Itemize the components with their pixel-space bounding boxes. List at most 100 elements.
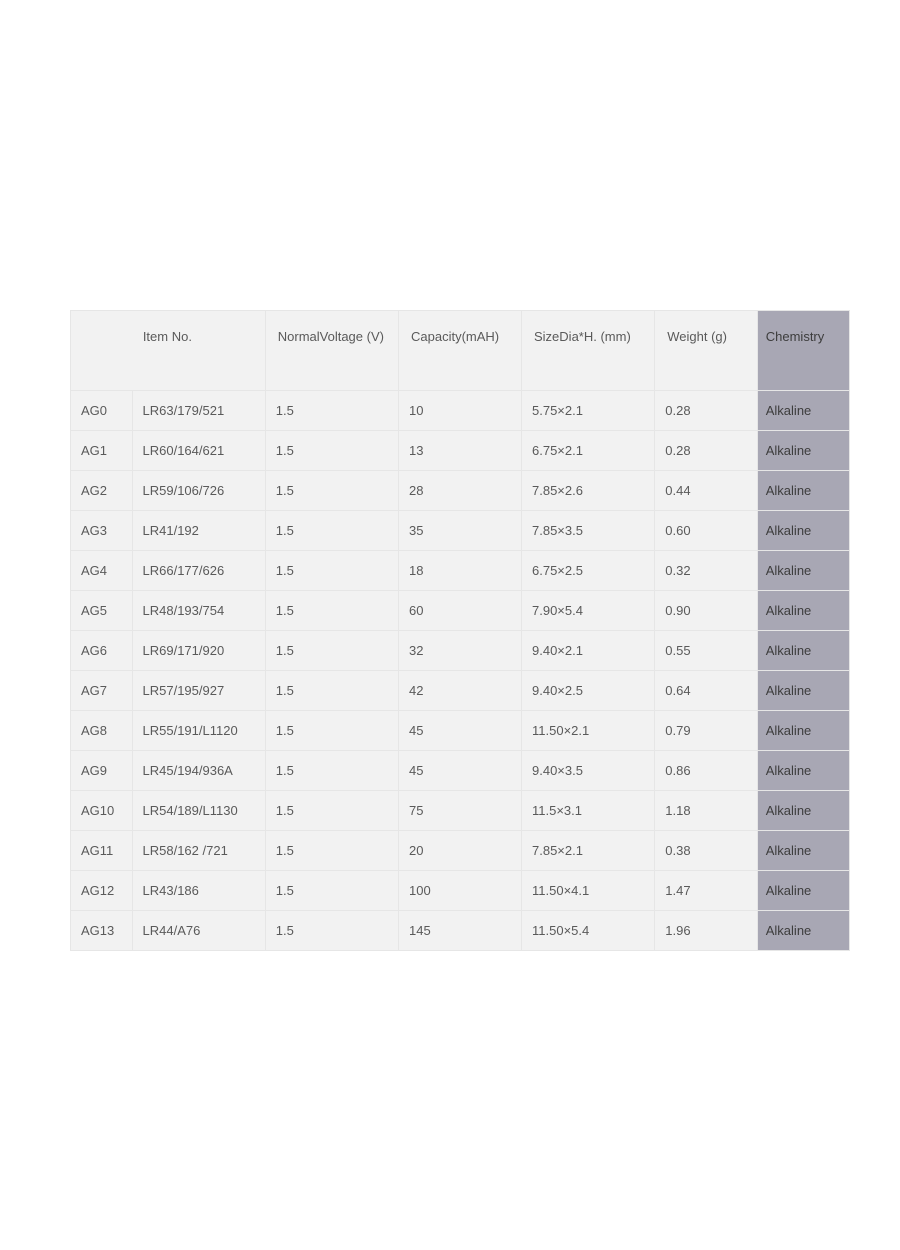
cell-capacity: 145 [399,911,522,951]
cell-value: Alkaline [766,643,812,658]
cell-capacity: 45 [399,751,522,791]
cell-value: 28 [409,483,423,498]
cell-value: Alkaline [766,443,812,458]
cell-size: 7.85×2.6 [522,471,655,511]
cell-value: LR60/164/621 [143,443,225,458]
cell-value: 0.60 [665,523,690,538]
cell-value: 1.5 [276,803,294,818]
cell-value: 0.90 [665,603,690,618]
table-row: AG3LR41/1921.5357.85×3.50.60Alkaline [71,511,850,551]
table-header-row: Item No.NormalVoltage (V)Capacity(mAH)Si… [71,311,850,391]
cell-weight: 0.28 [655,431,758,471]
cell-code: AG2 [71,471,133,511]
cell-value: 1.5 [276,483,294,498]
cell-size: 6.75×2.5 [522,551,655,591]
cell-value: 7.90×5.4 [532,603,583,618]
col-header-weight: Weight (g) [655,311,758,391]
cell-capacity: 35 [399,511,522,551]
cell-value: 5.75×2.1 [532,403,583,418]
table-row: AG13LR44/A761.514511.50×5.41.96Alkaline [71,911,850,951]
col-header-itemno: Item No. [71,311,266,391]
col-header-capacity: Capacity(mAH) [399,311,522,391]
col-header-chem: Chemistry [757,311,849,391]
cell-value: 1.5 [276,763,294,778]
cell-code: AG7 [71,671,133,711]
cell-capacity: 18 [399,551,522,591]
cell-weight: 0.64 [655,671,758,711]
cell-value: LR58/162 /721 [143,843,228,858]
cell-weight: 0.90 [655,591,758,631]
cell-value: 1.5 [276,643,294,658]
cell-size: 7.90×5.4 [522,591,655,631]
cell-value: Alkaline [766,603,812,618]
cell-value: 9.40×2.5 [532,683,583,698]
cell-code: AG6 [71,631,133,671]
cell-value: LR55/191/L1120 [143,723,238,738]
cell-capacity: 10 [399,391,522,431]
cell-capacity: 28 [399,471,522,511]
cell-voltage: 1.5 [265,791,398,831]
cell-voltage: 1.5 [265,671,398,711]
cell-code: AG3 [71,511,133,551]
cell-value: Alkaline [766,483,812,498]
battery-spec-table-container: Item No.NormalVoltage (V)Capacity(mAH)Si… [70,310,850,951]
cell-code: AG1 [71,431,133,471]
col-header-label: Weight (g) [667,329,727,344]
cell-value: 9.40×2.1 [532,643,583,658]
cell-voltage: 1.5 [265,751,398,791]
cell-capacity: 42 [399,671,522,711]
cell-alt: LR63/179/521 [132,391,265,431]
cell-value: AG1 [81,443,107,458]
cell-value: 1.5 [276,883,294,898]
cell-value: 1.18 [665,803,690,818]
table-row: AG0LR63/179/5211.5105.75×2.10.28Alkaline [71,391,850,431]
cell-value: LR44/A76 [143,923,201,938]
cell-weight: 0.38 [655,831,758,871]
cell-value: 1.5 [276,523,294,538]
cell-value: 11.50×4.1 [532,883,589,898]
cell-value: 60 [409,603,423,618]
cell-value: 0.64 [665,683,690,698]
cell-value: AG8 [81,723,107,738]
cell-value: 7.85×2.1 [532,843,583,858]
cell-alt: LR58/162 /721 [132,831,265,871]
cell-value: 0.79 [665,723,690,738]
cell-value: 1.5 [276,683,294,698]
table-row: AG4LR66/177/6261.5186.75×2.50.32Alkaline [71,551,850,591]
cell-value: 32 [409,643,423,658]
cell-value: 11.50×5.4 [532,923,589,938]
cell-capacity: 45 [399,711,522,751]
cell-value: 1.5 [276,723,294,738]
cell-weight: 0.86 [655,751,758,791]
table-row: AG11LR58/162 /7211.5207.85×2.10.38Alkali… [71,831,850,871]
cell-chem: Alkaline [757,791,849,831]
cell-code: AG9 [71,751,133,791]
cell-capacity: 13 [399,431,522,471]
col-header-label: Chemistry [766,329,825,344]
table-row: AG2LR59/106/7261.5287.85×2.60.44Alkaline [71,471,850,511]
table-row: AG5LR48/193/7541.5607.90×5.40.90Alkaline [71,591,850,631]
cell-capacity: 60 [399,591,522,631]
cell-weight: 0.79 [655,711,758,751]
cell-chem: Alkaline [757,431,849,471]
cell-alt: LR55/191/L1120 [132,711,265,751]
cell-size: 9.40×3.5 [522,751,655,791]
cell-capacity: 32 [399,631,522,671]
cell-capacity: 20 [399,831,522,871]
cell-voltage: 1.5 [265,551,398,591]
cell-weight: 0.28 [655,391,758,431]
col-header-label: SizeDia*H. (mm) [534,329,631,344]
cell-value: 11.50×2.1 [532,723,589,738]
cell-value: 0.28 [665,403,690,418]
cell-value: AG7 [81,683,107,698]
table-row: AG7LR57/195/9271.5429.40×2.50.64Alkaline [71,671,850,711]
cell-weight: 1.96 [655,911,758,951]
cell-value: AG3 [81,523,107,538]
cell-value: AG11 [81,843,113,858]
cell-alt: LR66/177/626 [132,551,265,591]
cell-weight: 0.32 [655,551,758,591]
cell-value: AG13 [81,923,114,938]
cell-value: Alkaline [766,763,812,778]
cell-value: AG4 [81,563,107,578]
cell-value: 7.85×2.6 [532,483,583,498]
